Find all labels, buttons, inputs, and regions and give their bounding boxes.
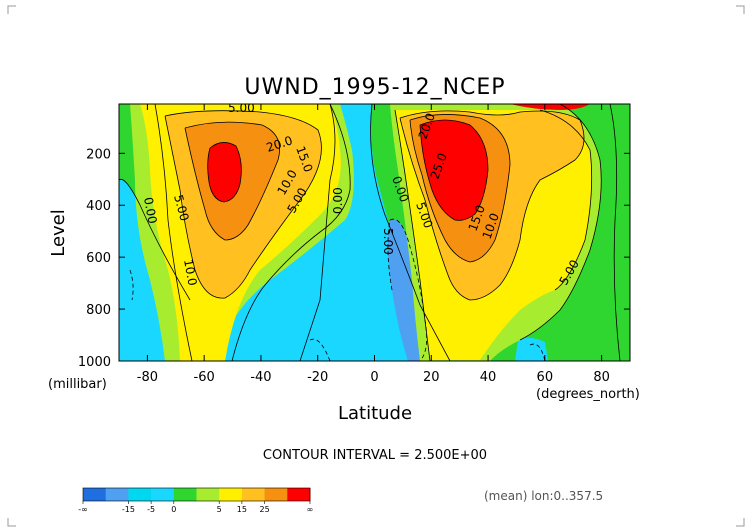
contour-label: 5.00 — [381, 228, 395, 255]
contour-label: 10.0 — [181, 258, 199, 287]
contour-interval: CONTOUR INTERVAL = 2.500E+00 — [263, 448, 487, 463]
colorbar-label: ∞ — [307, 505, 314, 514]
easterly-region-polar — [515, 337, 548, 361]
contour-label: 5.00 — [171, 193, 191, 222]
colorbar-label: -5 — [147, 505, 155, 514]
y-axis-label: Level — [48, 209, 69, 257]
x-tick-label: -20 — [307, 370, 328, 385]
plot-area: 5.00 20.0 15.0 10.0 5.00 0.00 5.00 0.00 … — [119, 101, 630, 361]
colorbar-swatch — [173, 488, 197, 501]
y-tick-label: 600 — [86, 251, 111, 266]
x-tick-label: 40 — [480, 370, 497, 385]
colorbar: -∞ -15 -5 0 5 15 25 ∞ — [78, 487, 314, 514]
colorbar-swatch — [83, 488, 107, 501]
x-tick-label: 80 — [593, 370, 610, 385]
y-tick-label: 1000 — [78, 355, 111, 370]
colorbar-swatch — [105, 488, 129, 501]
x-axis: -80 -60 -40 -20 0 20 40 60 80 — [137, 104, 610, 385]
y-axis-units: (millibar) — [48, 377, 107, 392]
y-tick-label: 400 — [86, 199, 111, 214]
colorbar-label: -∞ — [78, 505, 88, 514]
x-axis-label: Latitude — [338, 403, 412, 424]
y-tick-label: 800 — [86, 303, 111, 318]
colorbar-label: 0 — [171, 505, 176, 514]
colorbar-frame — [82, 487, 311, 502]
colorbar-label: 15 — [237, 505, 247, 514]
footnote: (mean) lon:0..357.5 — [484, 489, 603, 503]
y-axis: 200 400 600 800 1000 — [78, 147, 630, 370]
x-tick-label: 60 — [537, 370, 554, 385]
x-tick-label: -80 — [137, 370, 158, 385]
contour-label: 0.00 — [331, 187, 345, 214]
x-tick-label: -40 — [250, 370, 271, 385]
negative-contour-lines — [129, 218, 546, 361]
colorbar-swatch — [287, 488, 311, 501]
colorbar-swatch — [151, 488, 175, 501]
northern-jet — [390, 104, 602, 361]
page-corner-marks — [7, 5, 745, 527]
colorbar-label: -15 — [122, 505, 135, 514]
colorbar-label: 5 — [217, 505, 222, 514]
x-tick-label: -60 — [194, 370, 215, 385]
contour-label: 5.00 — [228, 101, 255, 115]
x-axis-units: (degrees_north) — [536, 387, 640, 402]
x-tick-label: 20 — [423, 370, 440, 385]
x-tick-label: 0 — [370, 370, 378, 385]
chart-title: UWND_1995-12_NCEP — [244, 75, 505, 100]
colorbar-swatch — [241, 488, 266, 501]
colorbar-swatch — [264, 488, 288, 501]
contour-lines — [119, 104, 621, 361]
colorbar-swatch — [128, 488, 152, 501]
colorbar-label: 25 — [260, 505, 270, 514]
contour-label: 0.00 — [141, 196, 159, 225]
y-tick-label: 200 — [86, 147, 111, 162]
colorbar-swatch — [219, 488, 243, 501]
colorbar-swatch — [196, 488, 220, 501]
